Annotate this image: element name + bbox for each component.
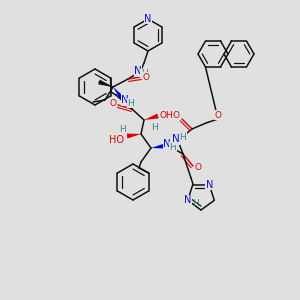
Polygon shape	[151, 143, 165, 148]
Text: O: O	[142, 73, 149, 82]
Text: H: H	[152, 122, 158, 131]
Text: N: N	[172, 134, 180, 144]
Text: H: H	[128, 98, 134, 107]
Text: OH: OH	[159, 110, 173, 119]
Text: N: N	[121, 95, 129, 105]
Text: H: H	[180, 133, 186, 142]
Text: O: O	[110, 100, 116, 109]
Text: N: N	[206, 180, 213, 190]
Text: O: O	[194, 164, 202, 172]
Text: H: H	[141, 70, 147, 79]
Text: N: N	[184, 195, 191, 205]
Text: O: O	[172, 110, 179, 119]
Polygon shape	[113, 87, 125, 101]
Polygon shape	[98, 80, 113, 87]
Text: N: N	[184, 195, 191, 205]
Text: O: O	[214, 110, 221, 119]
Text: H: H	[169, 142, 176, 152]
Text: N: N	[134, 66, 142, 76]
Text: H: H	[192, 199, 199, 208]
Text: N: N	[163, 139, 171, 149]
Polygon shape	[127, 134, 141, 139]
Text: N: N	[144, 14, 152, 24]
Polygon shape	[144, 114, 159, 120]
Text: N: N	[206, 180, 213, 190]
Text: H: H	[120, 125, 126, 134]
Text: HO: HO	[110, 135, 124, 145]
